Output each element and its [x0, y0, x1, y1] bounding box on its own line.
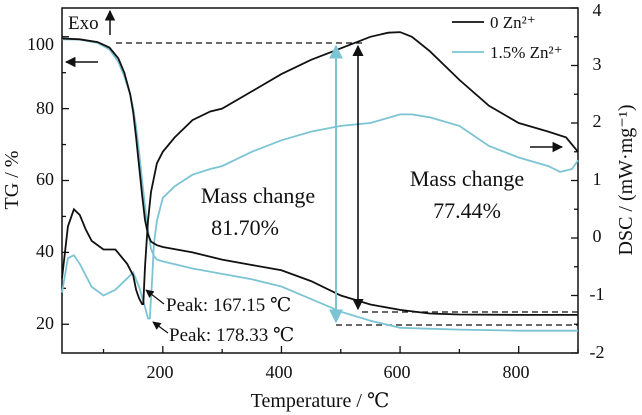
y-right-tick-label: 4 [593, 0, 602, 20]
legend: 0 Zn²⁺ 1.5% Zn²⁺ [452, 13, 563, 62]
x-tick-label: 600 [384, 362, 411, 382]
x-tick-label: 800 [503, 362, 530, 382]
series-line-1-5-zn-tg [61, 38, 578, 332]
y-left-tick-label: 100 [27, 34, 54, 54]
legend-label-0-zn: 0 Zn²⁺ [490, 13, 536, 32]
x-tick-labels: 200 400 600 800 [147, 362, 530, 382]
peak-1-arrow [145, 289, 165, 305]
series-line-0-zn-dsc [61, 31, 579, 305]
y-left-axis-title: TG / % [1, 151, 23, 210]
tick-marks [62, 7, 579, 354]
y-right-tick-label: -2 [590, 342, 605, 362]
y-left-tick-label: 40 [36, 241, 54, 261]
peak-2-label: Peak: 178.33 ℃ [169, 325, 294, 346]
y-left-tick-label: 20 [36, 313, 54, 333]
x-axis-title: Temperature / ℃ [251, 390, 390, 412]
y-right-tick-label: 0 [593, 226, 602, 246]
peak-1-label: Peak: 167.15 ℃ [166, 295, 291, 316]
mass-change-right-title: Mass change [410, 166, 524, 191]
y-right-tick-labels: -2 -1 0 1 2 3 4 [590, 0, 605, 362]
mass-change-left-title: Mass change [201, 183, 315, 208]
y-right-tick-label: -1 [590, 284, 605, 304]
series-line-0-zn-tg [61, 37, 578, 316]
y-right-tick-label: 3 [593, 54, 602, 74]
series-lines [61, 31, 579, 332]
x-tick-label: 400 [266, 362, 293, 382]
y-right-axis-title: DSC / (mW·mg⁻¹) [615, 105, 637, 256]
y-right-tick-label: 1 [593, 169, 602, 189]
y-left-tick-labels: 20 40 60 80 100 [27, 34, 54, 333]
peak-2-arrow [152, 321, 169, 334]
mass-change-left-value: 81.70% [211, 215, 279, 240]
x-tick-label: 200 [147, 362, 174, 382]
y-left-tick-label: 60 [36, 169, 54, 189]
mass-change-right-value: 77.44% [433, 198, 501, 223]
series-line-1-5-zn-dsc [61, 113, 579, 320]
legend-label-1-5-zn: 1.5% Zn²⁺ [490, 43, 563, 62]
y-left-tick-label: 80 [36, 98, 54, 118]
y-right-tick-label: 2 [593, 111, 602, 131]
exo-label: Exo [68, 13, 99, 34]
